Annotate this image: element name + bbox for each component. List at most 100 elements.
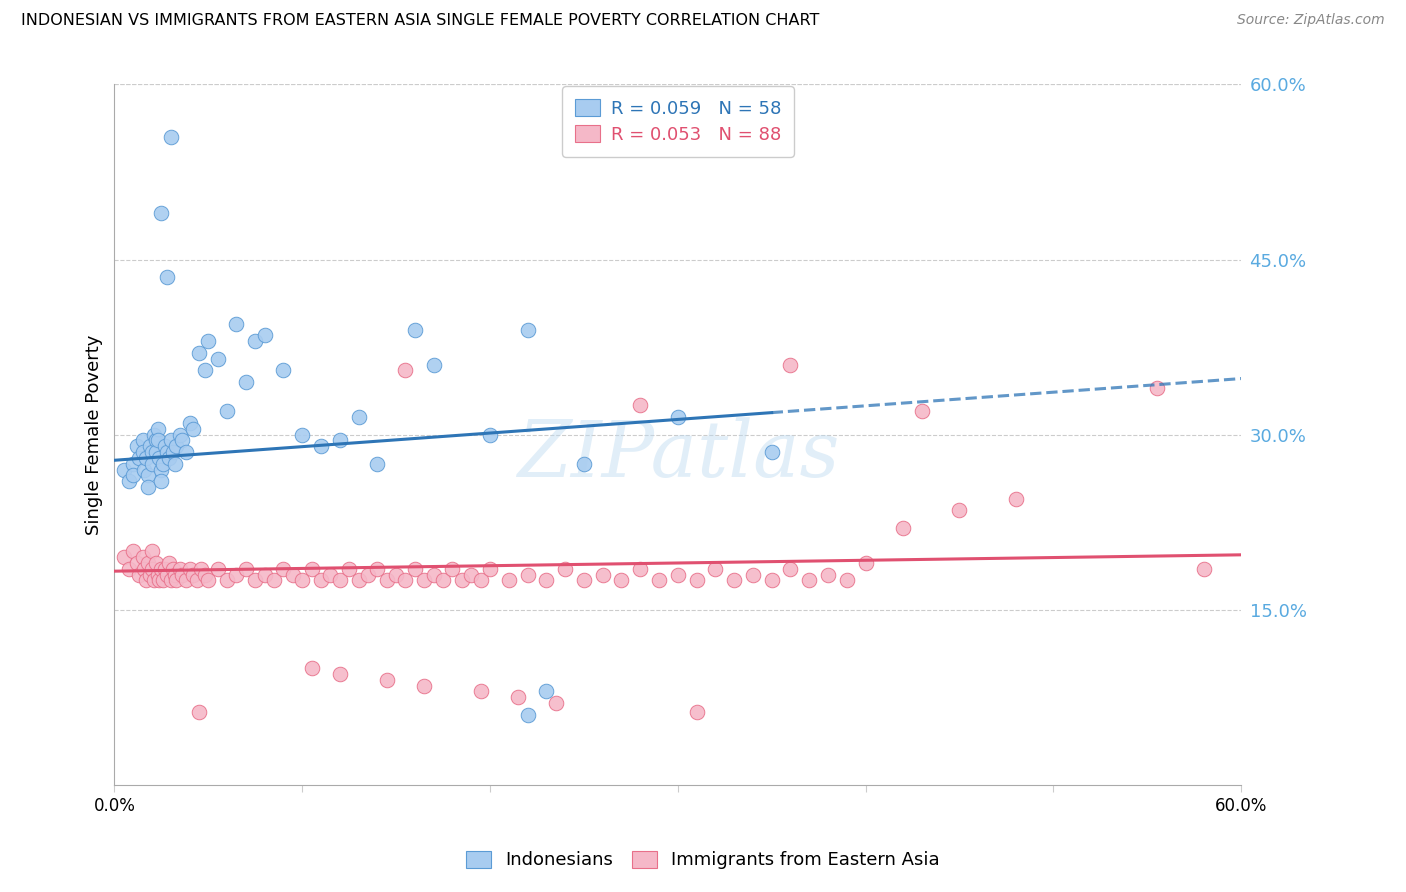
Point: [146, 567, 169, 582]
Point: [610, 574, 633, 588]
Point: [134, 562, 156, 576]
Point: [187, 346, 209, 360]
Point: [375, 673, 398, 687]
Point: [742, 567, 765, 582]
Point: [165, 439, 187, 453]
Point: [422, 567, 444, 582]
Point: [148, 574, 170, 588]
Point: [217, 404, 239, 418]
Point: [193, 567, 215, 582]
Point: [190, 562, 212, 576]
Point: [1192, 562, 1215, 576]
Point: [309, 574, 332, 588]
Point: [162, 445, 184, 459]
Point: [761, 574, 783, 588]
Point: [628, 399, 651, 413]
Point: [413, 574, 436, 588]
Point: [432, 574, 454, 588]
Point: [156, 270, 179, 285]
Point: [508, 690, 530, 705]
Point: [1004, 491, 1026, 506]
Point: [404, 322, 426, 336]
Point: [516, 567, 538, 582]
Point: [163, 567, 186, 582]
Text: ZIPatlas: ZIPatlas: [516, 417, 839, 494]
Point: [135, 574, 157, 588]
Point: [153, 562, 176, 576]
Point: [498, 574, 520, 588]
Point: [572, 457, 595, 471]
Point: [263, 574, 285, 588]
Point: [948, 503, 970, 517]
Point: [122, 457, 145, 471]
Point: [479, 562, 502, 576]
Point: [145, 434, 167, 448]
Point: [385, 567, 408, 582]
Point: [835, 574, 858, 588]
Point: [516, 322, 538, 336]
Point: [156, 567, 179, 582]
Text: Source: ZipAtlas.com: Source: ZipAtlas.com: [1237, 13, 1385, 28]
Point: [441, 562, 464, 576]
Point: [704, 562, 727, 576]
Point: [122, 544, 145, 558]
Point: [666, 410, 689, 425]
Point: [197, 574, 219, 588]
Point: [152, 574, 174, 588]
Point: [544, 696, 567, 710]
Point: [165, 574, 187, 588]
Point: [186, 574, 208, 588]
Point: [134, 462, 156, 476]
Point: [142, 427, 165, 442]
Point: [169, 427, 191, 442]
Point: [273, 363, 295, 377]
Point: [122, 468, 145, 483]
Point: [470, 684, 492, 698]
Point: [347, 574, 370, 588]
Point: [179, 562, 201, 576]
Point: [366, 457, 388, 471]
Point: [375, 574, 398, 588]
Point: [273, 562, 295, 576]
Point: [162, 562, 184, 576]
Point: [628, 562, 651, 576]
Point: [309, 439, 332, 453]
Point: [911, 404, 934, 418]
Point: [153, 439, 176, 453]
Point: [174, 574, 197, 588]
Point: [207, 562, 229, 576]
Point: [156, 445, 179, 459]
Point: [291, 574, 314, 588]
Point: [357, 567, 380, 582]
Point: [179, 416, 201, 430]
Point: [666, 567, 689, 582]
Point: [554, 562, 576, 576]
Point: [422, 358, 444, 372]
Point: [536, 684, 558, 698]
Point: [1146, 381, 1168, 395]
Point: [404, 562, 426, 576]
Point: [291, 427, 314, 442]
Point: [125, 439, 148, 453]
Point: [159, 130, 181, 145]
Point: [245, 574, 267, 588]
Point: [136, 556, 159, 570]
Point: [592, 567, 614, 582]
Point: [150, 562, 173, 576]
Point: [131, 445, 153, 459]
Point: [217, 574, 239, 588]
Point: [159, 574, 181, 588]
Point: [329, 434, 352, 448]
Point: [413, 679, 436, 693]
Point: [779, 358, 801, 372]
Legend: R = 0.059   N = 58, R = 0.053   N = 88: R = 0.059 N = 58, R = 0.053 N = 88: [562, 87, 793, 157]
Point: [253, 567, 276, 582]
Point: [536, 574, 558, 588]
Point: [891, 521, 914, 535]
Point: [301, 661, 323, 675]
Point: [141, 562, 163, 576]
Point: [685, 574, 707, 588]
Point: [141, 457, 163, 471]
Point: [128, 567, 150, 582]
Point: [253, 328, 276, 343]
